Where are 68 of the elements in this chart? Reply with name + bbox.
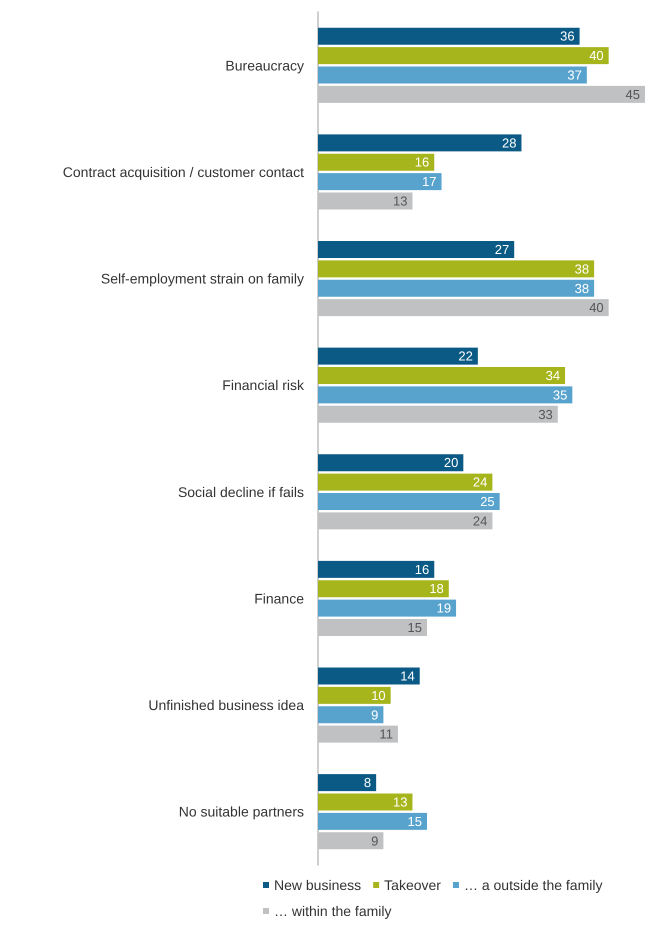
bar [318, 28, 580, 45]
bar [318, 560, 434, 578]
data-label: 40 [589, 48, 604, 64]
data-label: 13 [393, 194, 408, 209]
data-label: 16 [414, 562, 430, 577]
y-tick-label: Unfinished business idea [148, 697, 304, 714]
bar [318, 260, 594, 278]
data-label: 25 [480, 494, 495, 510]
data-label: 14 [400, 668, 415, 684]
bar [318, 493, 500, 510]
bar [318, 812, 427, 830]
data-label: 13 [393, 794, 408, 810]
bar [318, 173, 442, 190]
legend-label: … a outside the family [464, 877, 602, 893]
legend-label: Takeover [384, 877, 442, 893]
y-tick-label: Finance [254, 590, 304, 606]
data-label: 34 [546, 368, 560, 383]
y-tick-label: Financial risk [222, 377, 305, 394]
data-label: 11 [379, 726, 393, 742]
data-label: 24 [472, 513, 488, 528]
data-label: 37 [567, 68, 582, 83]
legend-label: New business [274, 877, 362, 893]
data-label: 15 [408, 620, 422, 636]
bar [318, 600, 456, 617]
data-label: 40 [589, 300, 604, 316]
y-tick-label: Bureaucracy [225, 57, 304, 74]
data-label: 20 [444, 455, 458, 470]
bar [318, 686, 391, 704]
y-tick-label: Social decline if fails [178, 484, 304, 500]
bar [318, 706, 384, 724]
bar [318, 774, 376, 792]
data-label: 15 [408, 814, 422, 829]
y-tick-label: Contract acquisition / customer contact [62, 164, 304, 180]
bar [318, 240, 514, 258]
data-label: 33 [538, 406, 553, 422]
legend-label: … within the family [274, 903, 392, 919]
bar [318, 667, 420, 684]
bar [318, 348, 478, 365]
bar [318, 134, 522, 152]
data-label: 36 [560, 28, 575, 44]
data-label: 9 [371, 833, 378, 848]
data-label: 18 [429, 581, 444, 596]
data-label: 22 [458, 348, 473, 364]
bar [318, 580, 449, 598]
bar [318, 280, 594, 297]
bar [318, 47, 609, 64]
bar [318, 454, 464, 472]
data-label: 16 [414, 154, 430, 170]
data-label: 17 [422, 174, 437, 190]
data-label: 28 [502, 135, 516, 150]
y-tick-label: No suitable partners [178, 804, 304, 820]
bar [318, 474, 492, 491]
bar [318, 794, 412, 810]
data-label: 8 [364, 775, 372, 790]
bar [318, 154, 434, 171]
y-tick-label: Self-employment strain on family [100, 270, 304, 287]
bar [318, 386, 572, 404]
data-label: 9 [371, 707, 378, 722]
data-label: 38 [574, 280, 590, 296]
bar [318, 367, 566, 384]
data-label: 27 [494, 242, 510, 257]
data-label: 38 [574, 261, 590, 276]
data-label: 45 [626, 86, 640, 102]
data-label: 35 [552, 387, 568, 402]
data-label: 10 [371, 688, 386, 703]
data-label: 19 [436, 600, 452, 616]
bar [318, 66, 587, 84]
data-label: 24 [472, 474, 488, 490]
